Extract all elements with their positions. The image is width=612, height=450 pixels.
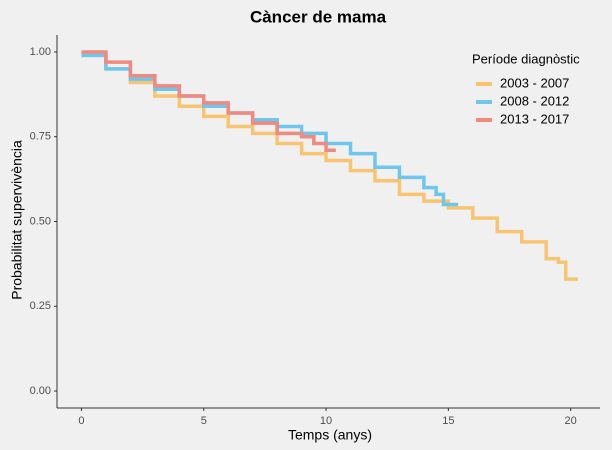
legend-label: 2003 - 2007: [500, 75, 569, 90]
chart-title: Càncer de mama: [250, 7, 387, 26]
y-tick-label: 0.00: [30, 385, 51, 397]
x-tick-label: 15: [442, 415, 454, 427]
x-tick-label: 5: [201, 415, 207, 427]
survival-line: [81, 53, 459, 207]
x-axis-title: Temps (anys): [288, 427, 372, 443]
legend-title: Període diagnòstic: [472, 51, 580, 66]
x-tick-label: 20: [565, 415, 577, 427]
y-axis-title: Probabilitat supervivència: [9, 140, 25, 300]
legend-label: 2013 - 2017: [500, 111, 569, 126]
x-tick-label: 10: [320, 415, 332, 427]
y-tick-label: 0.50: [30, 215, 51, 227]
y-tick-label: 0.25: [30, 300, 51, 312]
y-tick-label: 0.75: [30, 131, 51, 143]
x-tick-label: 0: [78, 415, 84, 427]
survival-line: [81, 50, 336, 153]
legend-label: 2008 - 2012: [500, 93, 569, 108]
y-tick-label: 1.00: [30, 46, 51, 58]
